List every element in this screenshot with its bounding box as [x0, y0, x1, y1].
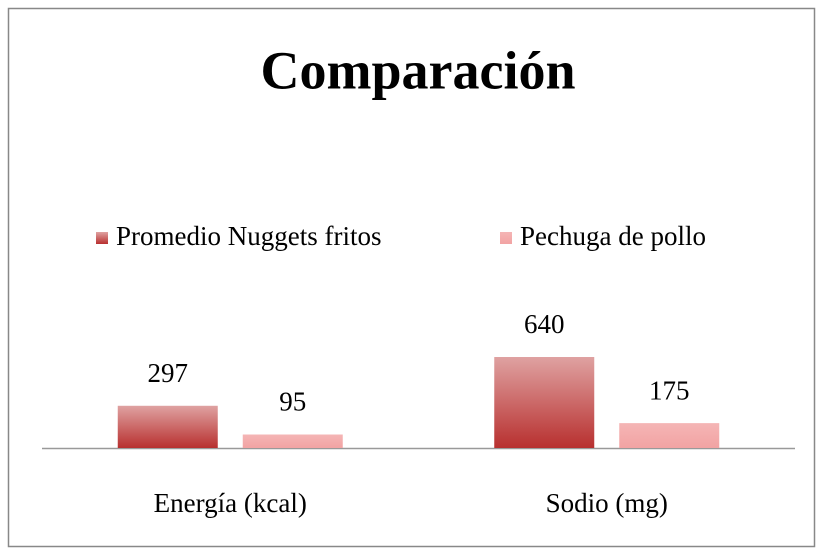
chart-title: Comparación	[261, 40, 576, 100]
bar	[242, 434, 343, 448]
value-label: 95	[279, 387, 306, 417]
bar	[117, 405, 218, 448]
x-tick-label: Energía (kcal)	[154, 488, 307, 518]
value-label: 297	[148, 358, 189, 388]
chart-border	[7, 7, 816, 548]
legend-swatch	[96, 232, 108, 244]
bar	[494, 357, 595, 448]
value-label: 175	[649, 375, 690, 405]
legend-swatch	[500, 232, 512, 244]
value-label: 640	[524, 309, 565, 339]
bar	[619, 423, 720, 448]
legend-label: Promedio Nuggets fritos	[116, 221, 381, 251]
x-tick-label: Sodio (mg)	[546, 488, 668, 518]
legend-label: Pechuga de pollo	[520, 221, 706, 251]
